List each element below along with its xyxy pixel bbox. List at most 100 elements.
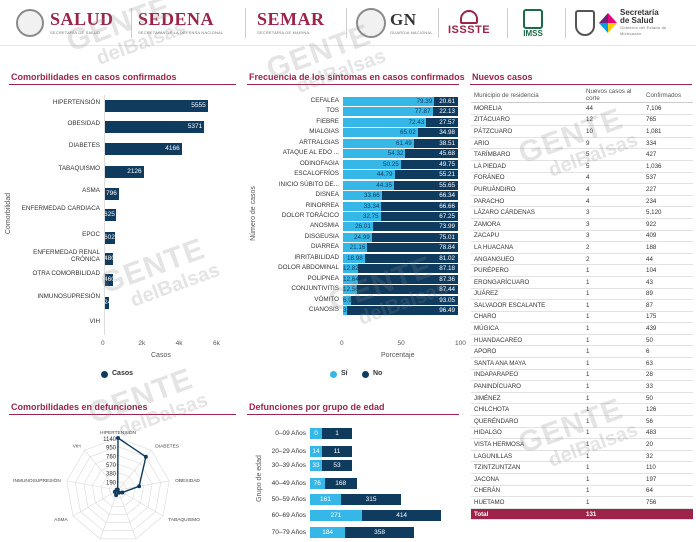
bar-segment-si[interactable]: 50.25 bbox=[343, 159, 401, 169]
col-confirmados[interactable]: Confirmados bbox=[643, 88, 693, 103]
bar-segment-no[interactable]: 75.01 bbox=[371, 232, 458, 242]
bar-segment-no[interactable]: 22.13 bbox=[432, 107, 458, 117]
bar-segment-si[interactable]: 12.56 bbox=[343, 285, 359, 295]
bar-segment-si[interactable]: 65.02 bbox=[343, 128, 418, 138]
bar-segment-si[interactable]: 79.39 bbox=[343, 97, 435, 106]
bar-segment-si[interactable]: 44.79 bbox=[343, 170, 395, 180]
age-bar-segment[interactable]: 168 bbox=[324, 478, 357, 489]
age-bar-segment[interactable]: 161 bbox=[310, 494, 341, 505]
bar-segment-no[interactable]: 96.49 bbox=[347, 306, 458, 315]
table-row[interactable]: SALVADOR ESCALANTE 1 87 bbox=[471, 299, 693, 312]
table-row[interactable]: PARACHO 4 234 bbox=[471, 195, 693, 208]
symptoms-legend-si[interactable]: Sí bbox=[341, 370, 348, 377]
bar-segment-no[interactable]: 38.51 bbox=[413, 138, 458, 148]
bar-segment-no[interactable]: 66.34 bbox=[381, 191, 458, 201]
table-row[interactable]: CHILCHOTA 1 126 bbox=[471, 403, 693, 417]
bar-segment-no[interactable]: 81.02 bbox=[364, 253, 458, 263]
table-row[interactable]: TZINTZUNTZAN 1 110 bbox=[471, 461, 693, 474]
bar-segment-no[interactable]: 87.18 bbox=[357, 264, 458, 274]
bar-segment-no[interactable]: 66.66 bbox=[381, 201, 458, 211]
table-row[interactable]: APORO 1 6 bbox=[471, 345, 693, 359]
bar-segment-no[interactable]: 55.65 bbox=[394, 180, 458, 190]
table-row[interactable]: QUERÉNDARO 1 56 bbox=[471, 415, 693, 428]
bar-segment-no[interactable]: 49.75 bbox=[400, 159, 458, 169]
age-bar-segment[interactable]: 184 bbox=[310, 527, 346, 538]
bar-segment-si[interactable]: 33.66 bbox=[343, 191, 382, 201]
bar-segment-no[interactable]: 55.21 bbox=[394, 170, 458, 180]
table-row[interactable]: CHERÁN 1 64 bbox=[471, 485, 693, 498]
table-row[interactable]: PÁTZCUARO 10 1,081 bbox=[471, 125, 693, 138]
table-row[interactable]: PANINDÍCUARO 1 33 bbox=[471, 380, 693, 393]
table-row[interactable]: JACONA 1 197 bbox=[471, 473, 693, 486]
bar-segment-no[interactable]: 93.05 bbox=[350, 295, 458, 305]
table-row[interactable]: HUANDACAREO 1 50 bbox=[471, 334, 693, 347]
table-row[interactable]: LA HUACANA 2 188 bbox=[471, 241, 693, 254]
table-row[interactable]: TARÍMBARO 5 427 bbox=[471, 148, 693, 161]
bar[interactable] bbox=[104, 209, 116, 221]
bar[interactable] bbox=[104, 253, 113, 265]
symptoms-legend-no-dot[interactable] bbox=[362, 371, 369, 378]
symptoms-legend-no[interactable]: No bbox=[373, 370, 383, 377]
bar-segment-si[interactable]: 61.49 bbox=[343, 138, 414, 148]
bar-segment-si[interactable]: 77.87 bbox=[343, 107, 433, 117]
radar-point[interactable] bbox=[115, 487, 120, 492]
table-row[interactable]: SANTA ANA MAYA 1 63 bbox=[471, 357, 693, 370]
bar[interactable] bbox=[104, 188, 119, 200]
bar-segment-no[interactable]: 87.44 bbox=[357, 285, 458, 295]
bar-segment-si[interactable]: 24.99 bbox=[343, 232, 372, 242]
age-bar-segment[interactable]: 76 bbox=[310, 478, 325, 489]
bar-segment-no[interactable]: 73.99 bbox=[372, 222, 458, 232]
bar[interactable] bbox=[104, 100, 208, 112]
table-row[interactable]: ZACAPU 3 409 bbox=[471, 230, 693, 243]
age-bar-segment[interactable]: 358 bbox=[345, 527, 414, 538]
table-row[interactable]: ERONGARÍCUARO 1 43 bbox=[471, 276, 693, 289]
bar-segment-si[interactable]: 26.01 bbox=[343, 222, 373, 232]
bar-segment-no[interactable]: 87.36 bbox=[357, 274, 458, 284]
table-row[interactable]: ZAMORA 3 922 bbox=[471, 218, 693, 231]
bar-segment-si[interactable]: 6.95 bbox=[343, 295, 356, 305]
bar[interactable] bbox=[104, 232, 116, 244]
bar-segment-si[interactable]: 54.32 bbox=[343, 149, 406, 159]
table-row[interactable]: VISTA HERMOSA 1 20 bbox=[471, 438, 693, 451]
bar-segment-no[interactable]: 67.25 bbox=[380, 211, 458, 221]
bar[interactable] bbox=[104, 143, 182, 155]
age-bar-segment[interactable]: 53 bbox=[322, 460, 352, 471]
bar-segment-si[interactable]: 72.43 bbox=[343, 117, 427, 127]
age-bar-segment[interactable]: 0 bbox=[310, 428, 322, 439]
table-row[interactable]: ARIO 9 334 bbox=[471, 137, 693, 150]
table-row[interactable]: INDAPARAPEO 1 28 bbox=[471, 369, 693, 382]
bar[interactable] bbox=[104, 274, 113, 286]
age-bar-segment[interactable]: 271 bbox=[310, 510, 362, 521]
bar[interactable] bbox=[104, 297, 109, 309]
col-municipio[interactable]: Municipio de residencia bbox=[471, 88, 583, 103]
bar-segment-si[interactable]: 12.64 bbox=[343, 274, 359, 284]
bar[interactable] bbox=[104, 166, 144, 178]
table-row[interactable]: CHARO 1 175 bbox=[471, 311, 693, 324]
radar-point[interactable] bbox=[116, 436, 120, 440]
bar-segment-no[interactable]: 34.98 bbox=[417, 128, 458, 138]
table-row[interactable]: MÚGICA 1 439 bbox=[471, 322, 693, 335]
bar-segment-si[interactable]: 32.75 bbox=[343, 211, 381, 221]
table-row[interactable]: PURUÁNDIRO 4 227 bbox=[471, 183, 693, 196]
age-bar-segment[interactable]: 14 bbox=[310, 446, 322, 457]
table-row[interactable]: JUÁREZ 1 89 bbox=[471, 288, 693, 301]
symptoms-legend-si-dot[interactable] bbox=[330, 371, 337, 378]
radar-point[interactable] bbox=[143, 454, 148, 459]
comorbidity-legend-dot[interactable] bbox=[101, 371, 108, 378]
table-row[interactable]: LAGUNILLAS 1 32 bbox=[471, 450, 693, 463]
age-bar-segment[interactable]: 414 bbox=[361, 510, 442, 521]
age-bar-segment[interactable]: 11 bbox=[322, 446, 352, 457]
bar-segment-no[interactable]: 45.68 bbox=[405, 149, 458, 159]
radar-point[interactable] bbox=[137, 484, 142, 489]
table-row[interactable]: JIMÉNEZ 1 50 bbox=[471, 392, 693, 405]
radar-point[interactable] bbox=[114, 493, 119, 498]
bar-segment-si[interactable]: 18.98 bbox=[343, 253, 365, 263]
bar-segment-si[interactable]: 33.34 bbox=[343, 201, 382, 211]
bar-segment-no[interactable]: 27.57 bbox=[426, 117, 458, 127]
age-bar-segment[interactable]: 33 bbox=[310, 460, 322, 471]
bar-segment-si[interactable]: 12.82 bbox=[343, 264, 359, 274]
table-row[interactable]: LA PIEDAD 5 1,036 bbox=[471, 160, 693, 173]
table-row[interactable]: HUETAMO 1 756 bbox=[471, 496, 693, 509]
age-bar-segment[interactable]: 315 bbox=[340, 494, 402, 505]
table-row[interactable]: ZITÁCUARO 12 765 bbox=[471, 114, 693, 127]
